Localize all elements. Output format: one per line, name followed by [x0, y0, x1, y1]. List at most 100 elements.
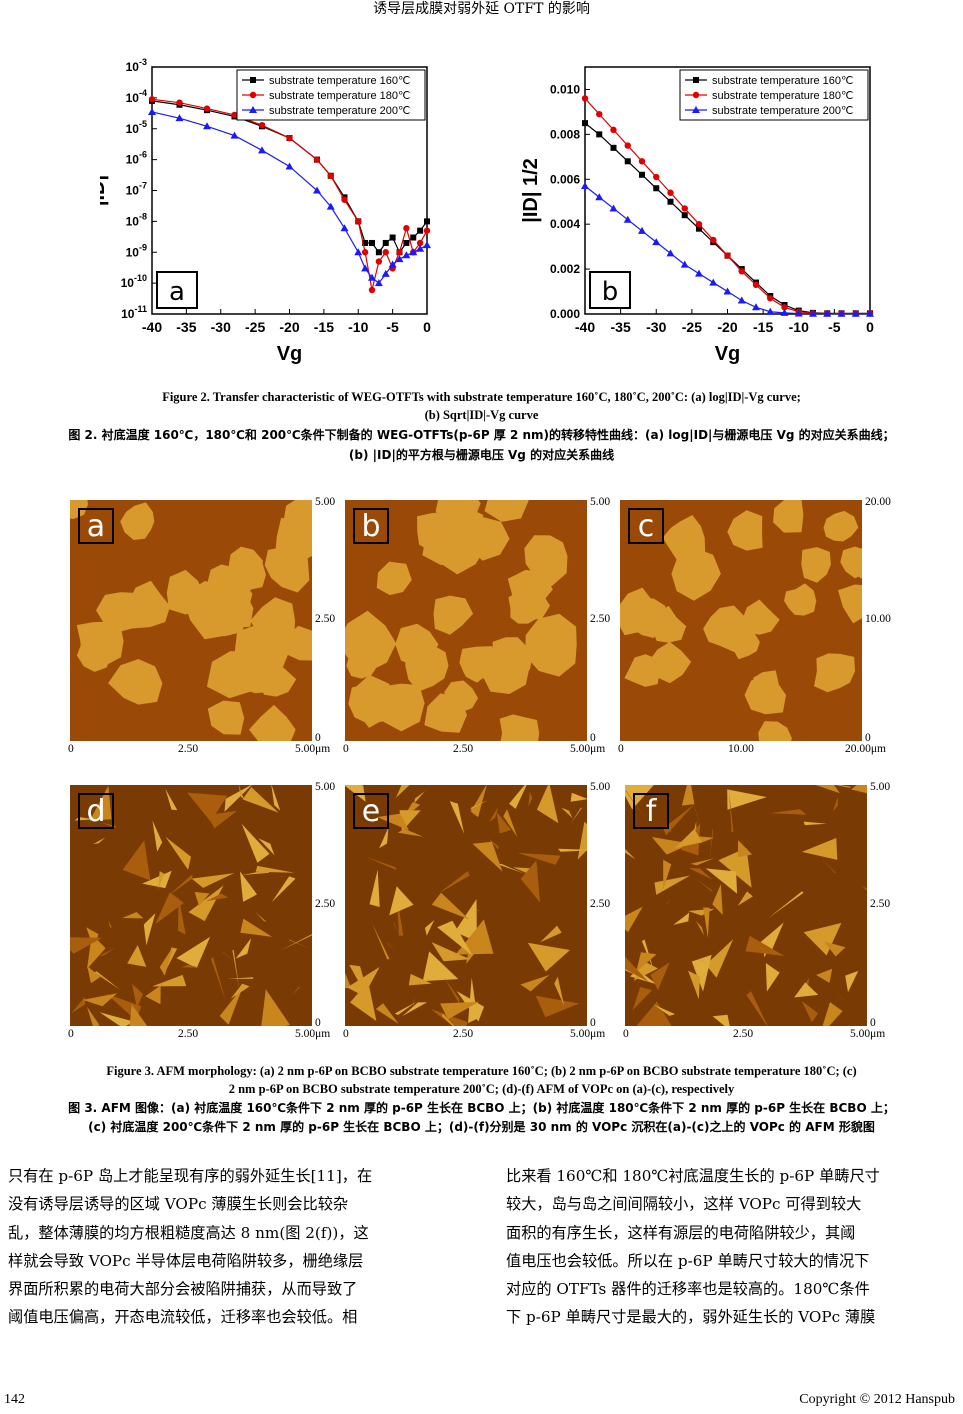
body-text-right-column: 比来看 160℃和 180℃衬底温度生长的 p-6P 单畴尺寸 较大，岛与岛之间… [506, 1162, 958, 1332]
data-point [667, 189, 674, 196]
figure3-caption-zh-line1: 图 3. AFM 图像：(a) 衬底温度 160℃条件下 2 nm 厚的 p-6… [68, 1101, 895, 1115]
afm-grain [438, 871, 470, 894]
data-point [374, 279, 383, 287]
afm-island [346, 650, 378, 679]
data-point [395, 255, 404, 263]
afm-grain [712, 884, 723, 915]
afm-grain [188, 885, 224, 922]
data-point [148, 107, 156, 115]
afm-grain [425, 920, 435, 936]
afm-island [508, 591, 540, 624]
afm-grain [261, 989, 290, 1026]
x-tick-label: -40 [142, 319, 162, 335]
afm-island [433, 595, 474, 635]
afm-grain [694, 877, 713, 892]
afm-grain [122, 840, 151, 881]
afm-grain [651, 837, 692, 855]
afm-grain [181, 964, 200, 968]
page-number: 142 [4, 1392, 25, 1407]
afm-x-tick-right: 5.00μm [295, 1028, 331, 1040]
afm-grain [377, 813, 409, 831]
afm-y-tick-mid: 2.50 [315, 898, 336, 910]
afm-grain [431, 942, 471, 962]
legend-label: substrate temperature 180℃ [269, 90, 410, 102]
data-point [794, 309, 803, 317]
afm-grain [99, 1012, 135, 1026]
legend-marker [249, 91, 257, 99]
afm-y-tick-top: 5.00 [590, 496, 611, 508]
afm-grain [636, 952, 657, 973]
data-point [866, 309, 874, 317]
afm-grain [663, 804, 695, 836]
afm-grain [570, 792, 587, 802]
panel-tag-label: a [169, 277, 185, 307]
afm-panel-tag: f [633, 793, 669, 829]
data-point [638, 226, 646, 234]
data-point [609, 204, 618, 212]
x-tick-label: -5 [386, 319, 399, 335]
afm-grain [496, 812, 512, 834]
data-point [388, 260, 397, 268]
afm-grain [143, 913, 156, 946]
afm-grain [727, 789, 767, 810]
data-point [355, 218, 362, 225]
afm-grain [159, 946, 174, 976]
afm-island [249, 704, 296, 741]
afm-panel-d: d [70, 785, 312, 1026]
afm-grain [176, 936, 211, 969]
y-tick-label: 10-11 [121, 304, 147, 321]
afm-x-tick-mid: 2.50 [453, 743, 474, 755]
series-1 [148, 96, 431, 294]
afm-island [671, 547, 721, 601]
running-header: 诱导层成膜对弱外延 OTFT 的影响 [373, 1, 590, 17]
afm-grain [768, 891, 804, 919]
afm-y-tick-bottom: 0 [315, 732, 321, 744]
afm-y-tick-bottom: 0 [590, 732, 596, 744]
afm-y-tick-mid: 2.50 [315, 613, 336, 625]
data-point [203, 105, 211, 112]
afm-grain [347, 966, 380, 997]
data-point [258, 146, 266, 154]
afm-x-tick-left: 0 [623, 1028, 629, 1040]
data-point [752, 281, 760, 289]
afm-panel-b: b [345, 500, 587, 741]
data-point [780, 308, 789, 316]
data-point [403, 225, 410, 232]
afm-grain [517, 852, 561, 865]
afm-panel-e: e [345, 785, 587, 1026]
data-point [416, 244, 425, 252]
afm-grain [422, 951, 459, 982]
data-point [624, 158, 631, 165]
legend-label: substrate temperature 200℃ [269, 105, 410, 117]
afm-y-tick-bottom: 0 [315, 1017, 321, 1029]
y-axis-label: |ID| 1/2 [520, 158, 542, 223]
afm-y-tick-mid: 10.00 [865, 613, 891, 625]
afm-grain [178, 896, 186, 935]
data-point [368, 273, 376, 281]
afm-image [620, 500, 862, 741]
series-line [151, 100, 428, 254]
x-tick-label: -35 [611, 319, 631, 335]
body-left-line: 乱，整体薄膜的均方根粗糙度高达 8 nm(图 2(f))，这 [8, 1223, 369, 1242]
data-point [285, 162, 294, 170]
afm-grain [703, 907, 710, 939]
afm-grain [509, 785, 527, 809]
afm-grain [165, 836, 191, 870]
x-axis-label: Vg [277, 343, 303, 365]
afm-panel-tag: e [353, 793, 389, 829]
afm-island [348, 683, 387, 724]
data-point [258, 122, 266, 129]
y-tick-label: 10-3 [126, 57, 147, 74]
figure3-caption-en-line2: 2 nm p-6P on BCBO substrate temperature … [228, 1082, 735, 1096]
afm-grain [349, 964, 370, 1003]
data-point [653, 185, 660, 192]
data-point [389, 234, 396, 241]
afm-island [379, 683, 425, 732]
afm-grain [673, 912, 690, 925]
afm-grain [745, 935, 785, 957]
figure2-caption-zh-line1: 图 2. 衬底温度 160℃，180℃和 200℃条件下制备的 WEG-OTFT… [68, 428, 895, 442]
data-point [361, 249, 369, 256]
afm-y-tick-bottom: 0 [590, 1017, 596, 1029]
data-point [175, 114, 184, 122]
x-tick-label: -20 [279, 319, 299, 335]
